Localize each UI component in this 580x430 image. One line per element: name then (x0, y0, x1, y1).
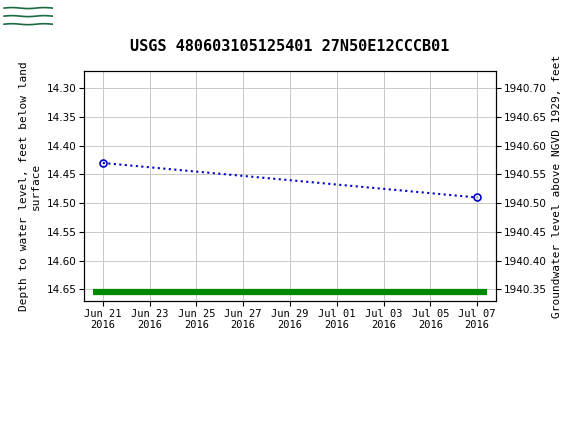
Text: USGS 480603105125401 27N50E12CCCB01: USGS 480603105125401 27N50E12CCCB01 (130, 39, 450, 54)
Text: USGS: USGS (58, 6, 113, 25)
Y-axis label: Groundwater level above NGVD 1929, feet: Groundwater level above NGVD 1929, feet (552, 54, 562, 318)
Y-axis label: Depth to water level, feet below land
surface: Depth to water level, feet below land su… (20, 61, 41, 311)
FancyBboxPatch shape (3, 2, 55, 30)
